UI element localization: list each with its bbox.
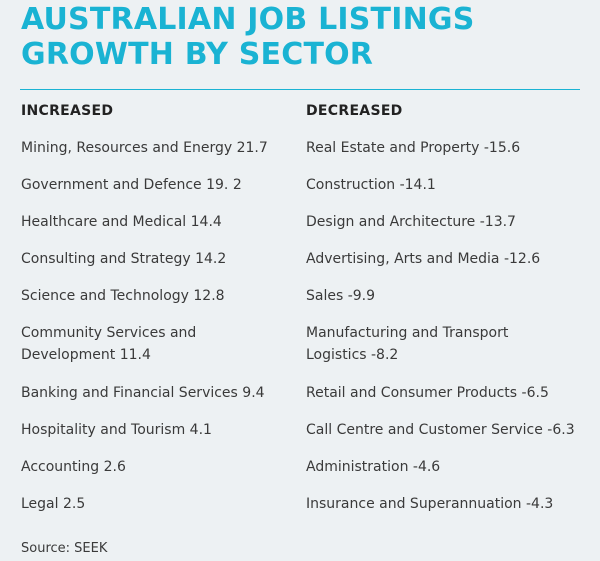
increased-item-government: Government and Defence 19. 2: [21, 177, 242, 193]
page-title: AUSTRALIAN JOB LISTINGS GROWTH BY SECTOR: [21, 2, 475, 72]
decreased-item-manufacturing: Manufacturing and Transport Logistics -8…: [306, 325, 509, 363]
increased-item-accounting: Accounting 2.6: [21, 459, 126, 475]
decreased-item-design: Design and Architecture -13.7: [306, 214, 516, 230]
decreased-item-retail: Retail and Consumer Products -6.5: [306, 385, 549, 401]
increased-item-healthcare: Healthcare and Medical 14.4: [21, 214, 222, 230]
decreased-item-call-centre: Call Centre and Customer Service -6.3: [306, 422, 575, 438]
decreased-column: DECREASED Real Estate and Property -15.6…: [306, 100, 590, 512]
title-divider: [20, 89, 580, 90]
decreased-item-insurance: Insurance and Superannuation -4.3: [306, 496, 554, 512]
decreased-item-sales: Sales -9.9: [306, 288, 376, 304]
increased-header: INCREASED: [21, 103, 114, 119]
decreased-item-construction: Construction -14.1: [306, 177, 436, 193]
title-line-1: AUSTRALIAN JOB LISTINGS: [21, 2, 475, 37]
increased-item-mining: Mining, Resources and Energy 21.7: [21, 140, 268, 156]
increased-column: INCREASED Mining, Resources and Energy 2…: [21, 100, 291, 512]
decreased-item-advertising: Advertising, Arts and Media -12.6: [306, 251, 541, 267]
increased-item-science: Science and Technology 12.8: [21, 288, 225, 304]
title-line-2: GROWTH BY SECTOR: [21, 37, 374, 72]
decreased-item-real-estate: Real Estate and Property -15.6: [306, 140, 521, 156]
increased-item-legal: Legal 2.5: [21, 496, 86, 512]
decreased-item-administration: Administration -4.6: [306, 459, 441, 475]
source-note: Source: SEEK: [21, 541, 108, 556]
increased-item-banking: Banking and Financial Services 9.4: [21, 385, 265, 401]
increased-item-community: Community Services and Development 11.4: [21, 325, 197, 363]
decreased-header: DECREASED: [306, 103, 403, 119]
increased-item-consulting: Consulting and Strategy 14.2: [21, 251, 227, 267]
increased-item-hospitality: Hospitality and Tourism 4.1: [21, 422, 212, 438]
